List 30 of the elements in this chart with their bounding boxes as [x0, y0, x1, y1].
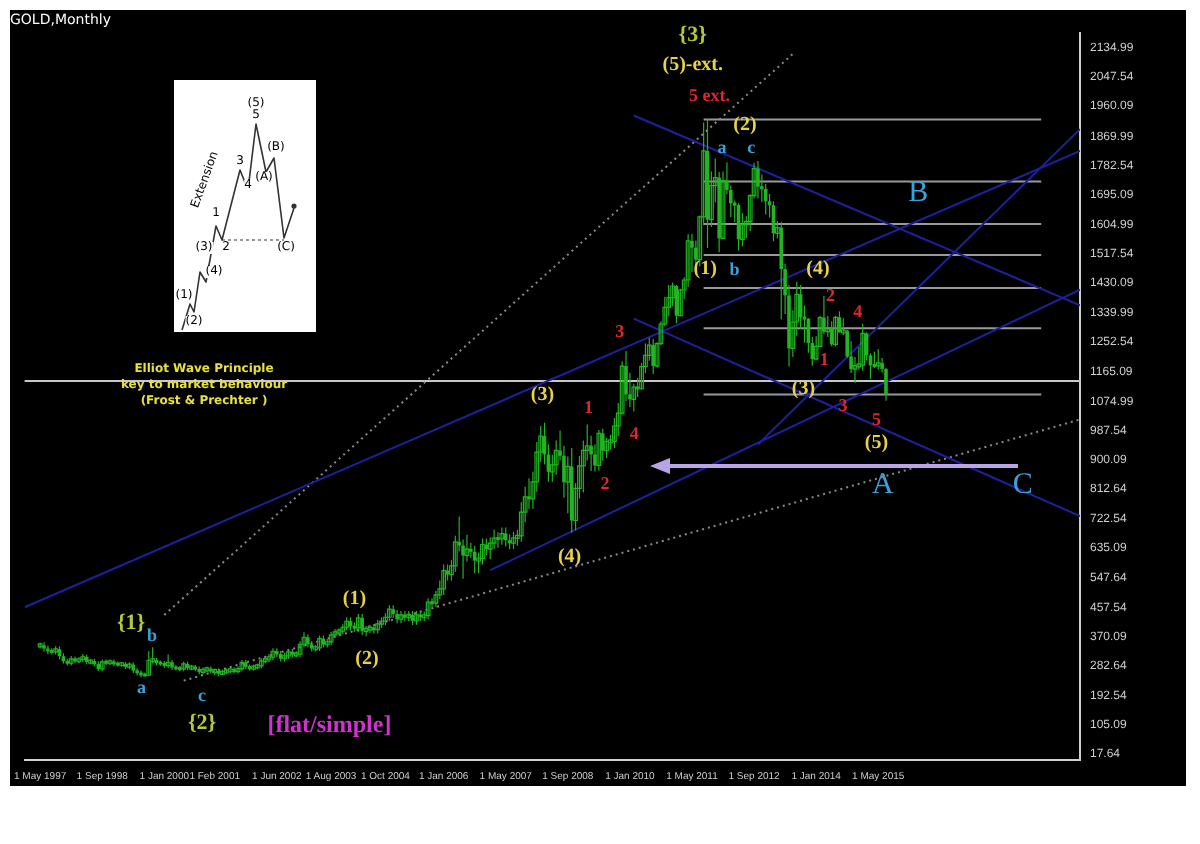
annotation: {3} [678, 23, 707, 47]
annotation: a [137, 677, 147, 697]
annotation: 5 ext. [688, 85, 730, 105]
annotation: [flat/simple] [267, 710, 392, 738]
annotation: (1) [342, 588, 367, 610]
annotation: b [729, 259, 740, 279]
annotation: (5) [864, 432, 889, 454]
annotation: (3) [530, 384, 555, 406]
annotation: a [717, 137, 727, 157]
annotation: B [908, 177, 929, 209]
annotation: A [871, 469, 894, 501]
annotation: c [747, 137, 756, 157]
annotation: b [146, 625, 157, 645]
annotation: 4 [853, 301, 863, 321]
annotation: (5)-ext. [662, 54, 724, 76]
annotation: 2 [600, 473, 610, 493]
annotation: 4 [629, 423, 639, 443]
annotation: c [198, 685, 207, 705]
annotation: (2) [355, 648, 379, 670]
annotation: 1 [819, 349, 829, 369]
annotation: {2} [187, 711, 217, 735]
annotation: (2) [733, 114, 757, 136]
annotation: 5 [872, 409, 881, 429]
annotation: 2 [826, 285, 836, 305]
annotation: 3 [615, 321, 625, 341]
annotation: (1) [693, 258, 717, 280]
annotation: (4) [557, 546, 582, 568]
annotation: 1 [583, 397, 593, 417]
annotation: {1} [116, 611, 146, 635]
annotation: (4) [806, 258, 830, 280]
